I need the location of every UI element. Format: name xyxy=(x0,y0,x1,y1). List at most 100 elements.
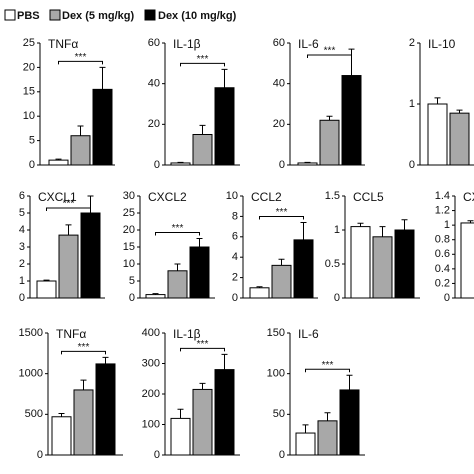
error-bar xyxy=(102,356,109,364)
y-tick-label: 15 xyxy=(123,241,135,253)
bar xyxy=(293,239,314,299)
y-tick-label: 6 xyxy=(19,190,25,202)
error-bar xyxy=(221,68,228,88)
panel-title: IL-1β xyxy=(173,37,201,51)
legend-swatch xyxy=(49,9,61,21)
y-tick-label: 20 xyxy=(148,118,160,130)
y-tick-label: 1 xyxy=(444,219,450,231)
bar xyxy=(170,417,191,456)
bar xyxy=(51,416,72,456)
legend-swatch xyxy=(4,9,16,21)
y-tick-label: 5 xyxy=(19,207,25,219)
y-tick-label: 60 xyxy=(148,37,160,49)
significance-label: *** xyxy=(197,54,209,65)
y-tick-label: 1000 xyxy=(19,368,43,380)
y-tick-label: 40 xyxy=(148,78,160,90)
significance-label: *** xyxy=(322,360,334,371)
y-tick-label: 25 xyxy=(123,207,135,219)
y-tick-label: 0 xyxy=(334,292,340,304)
significance-bracket xyxy=(61,350,106,355)
error-bar xyxy=(80,379,87,390)
y-tick-label: 0 xyxy=(279,449,285,461)
error-bar xyxy=(77,125,84,136)
bar xyxy=(350,226,371,299)
bar xyxy=(70,135,91,166)
y-tick-label: 20 xyxy=(23,61,35,73)
significance-label: *** xyxy=(78,342,90,353)
significance-bracket xyxy=(58,60,103,65)
error-bar xyxy=(177,161,184,163)
bar xyxy=(214,369,235,456)
y-tick-label: 20 xyxy=(123,224,135,236)
y-tick-label: 1500 xyxy=(19,327,43,339)
y-tick-label: 2 xyxy=(19,258,25,270)
y-tick-label: 10 xyxy=(123,258,135,270)
error-bar xyxy=(196,238,203,247)
y-tick-label: 300 xyxy=(142,357,160,369)
error-bar xyxy=(99,66,106,90)
bar xyxy=(271,264,292,299)
y-tick-label: 0.5 xyxy=(325,258,340,270)
significance-bracket xyxy=(155,232,200,236)
panel-title: CXCL1 xyxy=(38,190,77,204)
bar xyxy=(341,75,362,166)
panel-title: CCL2 xyxy=(251,190,282,204)
significance-label: *** xyxy=(63,199,75,210)
bar xyxy=(372,236,393,299)
bar xyxy=(145,294,166,299)
y-tick-label: 50 xyxy=(273,408,285,420)
y-tick-label: 0 xyxy=(232,292,238,304)
significance-label: *** xyxy=(324,46,336,57)
bar xyxy=(192,388,213,456)
significance-bracket xyxy=(46,207,91,211)
y-tick-label: 1 xyxy=(334,224,340,236)
error-bar xyxy=(174,263,181,271)
y-tick-label: 3 xyxy=(19,241,25,253)
y-tick-label: 10 xyxy=(23,110,35,122)
y-tick-label: 0 xyxy=(37,449,43,461)
y-tick-label: 40 xyxy=(273,78,285,90)
y-tick-label: 0.2 xyxy=(435,277,450,289)
bar xyxy=(449,112,470,166)
error-bar xyxy=(65,224,72,236)
panel-title: CCL5 xyxy=(353,190,384,204)
y-tick-label: 1.2 xyxy=(435,204,450,216)
significance-label: *** xyxy=(172,223,184,234)
error-bar xyxy=(434,97,441,104)
error-bar xyxy=(379,226,386,237)
y-tick-label: 25 xyxy=(23,37,35,49)
significance-label: *** xyxy=(197,339,209,350)
error-bar xyxy=(256,286,263,288)
y-tick-label: 0 xyxy=(444,292,450,304)
panel-title: TNFα xyxy=(48,37,78,51)
bar xyxy=(48,159,69,166)
bar xyxy=(249,287,270,299)
error-bar xyxy=(199,124,206,135)
y-tick-label: 4 xyxy=(19,224,25,236)
significance-label: *** xyxy=(75,52,87,63)
legend-label: PBS xyxy=(17,10,40,22)
error-bar xyxy=(152,293,159,295)
error-bar xyxy=(177,408,184,419)
bar xyxy=(92,88,113,166)
y-tick-label: 1.5 xyxy=(325,190,340,202)
bar xyxy=(339,389,360,456)
significance-bracket xyxy=(305,368,350,373)
y-tick-label: 400 xyxy=(142,327,160,339)
panel-title: IL-1β xyxy=(173,327,201,341)
significance-bracket xyxy=(180,62,225,67)
bar xyxy=(73,389,94,456)
significance-label: *** xyxy=(276,207,288,218)
panel-title: CX xyxy=(463,190,474,204)
y-tick-label: 150 xyxy=(267,327,285,339)
error-bar xyxy=(304,161,311,163)
y-tick-label: 1 xyxy=(19,275,25,287)
y-tick-label: 0 xyxy=(129,292,135,304)
bar xyxy=(214,87,235,166)
y-tick-label: 0 xyxy=(409,159,415,171)
y-tick-label: 5 xyxy=(29,135,35,147)
error-bar xyxy=(401,219,408,230)
y-tick-label: 200 xyxy=(142,388,160,400)
error-bar xyxy=(456,109,463,114)
